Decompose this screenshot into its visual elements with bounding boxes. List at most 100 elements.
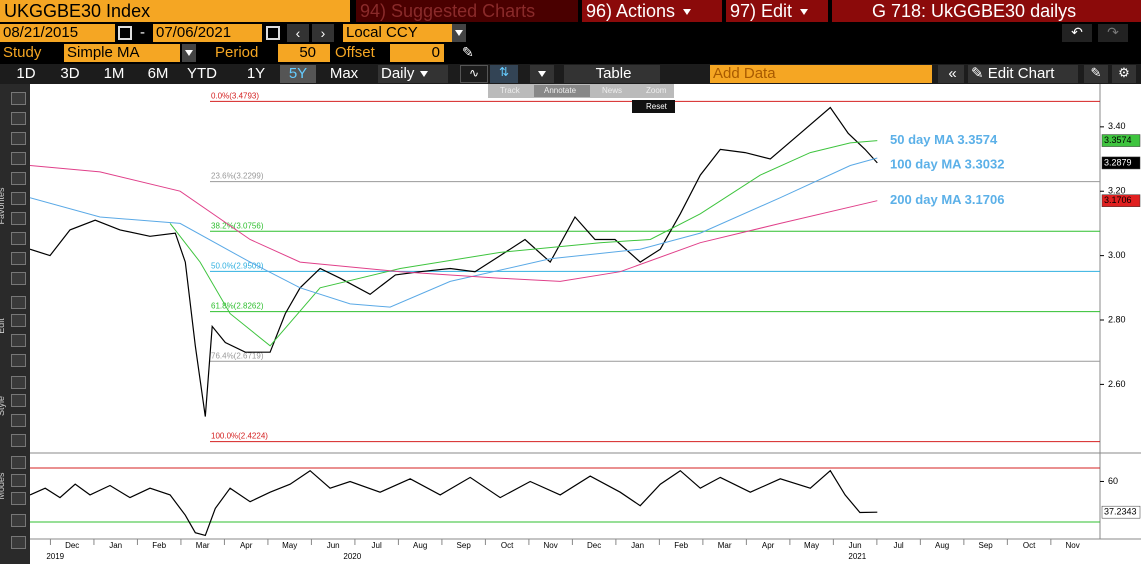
sidebar-icon[interactable] <box>11 456 26 469</box>
security-field[interactable]: UKGGBE30 Index <box>0 0 350 22</box>
table-button[interactable]: Table <box>564 65 660 83</box>
redo-button[interactable]: ↷ <box>1098 24 1128 42</box>
sidebar-icon[interactable] <box>11 132 26 145</box>
sidebar-icon[interactable] <box>11 394 26 407</box>
chart-tool[interactable]: Track <box>500 86 520 95</box>
x-tick-label: Mar <box>718 541 732 550</box>
range-button[interactable]: 1Y <box>246 65 266 82</box>
range-button[interactable]: 1D <box>16 65 36 82</box>
x-tick-label: Feb <box>152 541 166 550</box>
x-tick-label: Jul <box>372 541 382 550</box>
sidebar-icon[interactable] <box>11 474 26 487</box>
line-icon[interactable]: ∿ <box>460 65 488 83</box>
actions-menu[interactable]: 96) Actions <box>582 0 722 22</box>
edit-chart-label: Edit Chart <box>987 65 1055 82</box>
range-button[interactable]: 1M <box>103 65 125 82</box>
sidebar-icon[interactable] <box>11 514 26 527</box>
range-button[interactable]: 5Y <box>280 65 316 83</box>
calendar-icon[interactable] <box>266 26 280 40</box>
series-annotation: 50 day MA 3.3574 <box>890 132 998 147</box>
offset-label: Offset <box>335 44 375 61</box>
period-label: Period <box>215 44 259 61</box>
x-tick-label: Feb <box>674 541 688 550</box>
frequency-dropdown[interactable]: Daily <box>378 65 448 83</box>
range-button[interactable]: YTD <box>187 65 217 82</box>
next-button[interactable]: › <box>312 24 334 42</box>
calendar-icon[interactable] <box>118 26 132 40</box>
settings-icon[interactable]: ⚙ <box>1112 65 1136 83</box>
reset-button[interactable]: Reset <box>632 100 675 113</box>
range-button[interactable]: 6M <box>147 65 169 82</box>
start-date[interactable]: 08/21/2015 <box>0 24 115 42</box>
sidebar-icon[interactable] <box>11 492 26 505</box>
sidebar-icon[interactable] <box>11 272 26 285</box>
add-data-field[interactable]: Add Data <box>710 65 932 83</box>
price-tag-label: 37.2343 <box>1104 507 1137 517</box>
edit-chart-button[interactable]: ✎ Edit Chart <box>968 65 1078 83</box>
sidebar-icon[interactable] <box>11 376 26 389</box>
chart-type-dropdown[interactable] <box>530 65 554 83</box>
sidebar-icon[interactable] <box>11 152 26 165</box>
sidebar-label: Modes <box>0 472 6 500</box>
undo-button[interactable]: ↶ <box>1062 24 1092 42</box>
range-button[interactable]: 3D <box>60 65 80 82</box>
frequency-label: Daily <box>381 65 415 82</box>
year-label: 2020 <box>343 552 361 561</box>
end-date[interactable]: 07/06/2021 <box>153 24 262 42</box>
sidebar-icon[interactable] <box>11 414 26 427</box>
sidebar-icon[interactable] <box>11 232 26 245</box>
x-tick-label: Apr <box>762 541 775 550</box>
sidebar-icon[interactable] <box>11 334 26 347</box>
series-annotation: 100 day MA 3.3032 <box>890 156 1004 171</box>
edit-label: 97) Edit <box>730 1 793 21</box>
sidebar-icon[interactable] <box>11 172 26 185</box>
sidebar-icon[interactable] <box>11 192 26 205</box>
series-line <box>30 157 878 308</box>
currency-dropdown[interactable] <box>452 24 466 42</box>
sidebar-icon[interactable] <box>11 434 26 447</box>
x-tick-label: Jul <box>893 541 903 550</box>
sidebar-icon[interactable] <box>11 212 26 225</box>
dropdown-arrow <box>420 71 429 78</box>
suggested-charts[interactable]: 94) Suggested Charts <box>356 0 578 22</box>
study-field[interactable]: Simple MA <box>64 44 180 62</box>
range-button[interactable]: Max <box>329 65 359 82</box>
level-label: 100.0%(2.4224) <box>211 432 268 441</box>
chart: 0.0%(3.4793) 23.6%(3.2299) 38.2%(3.0756) 50… <box>30 84 1141 564</box>
sidebar-icon[interactable] <box>11 354 26 367</box>
sidebar-icon[interactable] <box>11 92 26 105</box>
sidebar-label: Style <box>0 396 6 417</box>
chart-tool[interactable]: News <box>602 86 623 95</box>
chart-tool[interactable]: Zoom <box>646 86 667 95</box>
price-tag <box>1101 134 1141 147</box>
pen-icon[interactable]: ✎ <box>462 44 474 60</box>
x-tick-label: Jun <box>849 541 862 550</box>
sidebar-icon[interactable] <box>11 536 26 549</box>
chart-tool[interactable]: Annotate <box>534 85 590 97</box>
series-annotation: 200 day MA 3.1706 <box>890 192 1004 207</box>
x-tick-label: Jun <box>327 541 340 550</box>
x-tick-label: May <box>804 541 819 550</box>
period-field[interactable]: 50 <box>278 44 330 62</box>
annotate-icon[interactable]: ✎ <box>1084 65 1108 83</box>
sidebar-icon[interactable] <box>11 252 26 265</box>
study-dropdown[interactable] <box>182 44 196 62</box>
sidebar-icon[interactable] <box>11 296 26 309</box>
y-tick-label: 60 <box>1108 476 1118 486</box>
series-line <box>30 106 878 417</box>
offset-field[interactable]: 0 <box>390 44 444 62</box>
collapse-button[interactable]: « <box>938 65 964 83</box>
x-tick-label: Sep <box>978 541 993 550</box>
price-tag <box>1101 505 1141 519</box>
level-label: 0.0%(3.4793) <box>211 91 259 100</box>
edit-menu[interactable]: 97) Edit <box>726 0 828 22</box>
x-tick-label: Dec <box>587 541 601 550</box>
prev-button[interactable]: ‹ <box>287 24 309 42</box>
bar-icon[interactable]: ⇅ <box>490 65 518 83</box>
series-line <box>30 165 878 282</box>
sidebar-icon[interactable] <box>11 112 26 125</box>
currency-field[interactable]: Local CCY <box>343 24 452 42</box>
sidebar-icon[interactable] <box>11 314 26 327</box>
price-tag <box>1101 194 1141 207</box>
